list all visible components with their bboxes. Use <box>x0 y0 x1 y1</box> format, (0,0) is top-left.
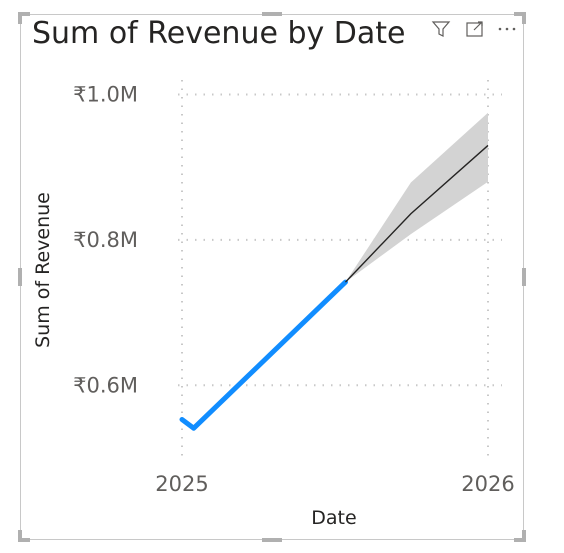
resize-handle-bottom[interactable] <box>262 538 282 542</box>
series-group <box>179 144 489 431</box>
resize-handle-right[interactable] <box>522 268 526 286</box>
y-axis-title: Sum of Revenue <box>32 192 54 348</box>
more-options-icon[interactable] <box>496 18 518 40</box>
y-axis-ticks: ₹0.6M ₹0.8M ₹1.0M <box>73 83 138 398</box>
resize-handle-top-right[interactable] <box>514 12 526 16</box>
y-tick-label: ₹1.0M <box>73 83 138 107</box>
y-tick-label: ₹0.6M <box>73 373 138 397</box>
forecast-band-group <box>345 112 488 283</box>
y-tick-label: ₹0.8M <box>73 228 138 252</box>
resize-handle-top[interactable] <box>262 12 282 16</box>
resize-handle-bottom-right[interactable] <box>514 538 526 542</box>
visual-header-icons <box>428 18 524 44</box>
gridlines <box>178 80 502 458</box>
forecast-confidence-band <box>345 112 488 283</box>
filter-icon[interactable] <box>430 18 452 40</box>
x-axis-title: Date <box>311 507 356 529</box>
series-line-revenue <box>179 279 348 431</box>
visual-container[interactable] <box>20 14 524 540</box>
focus-mode-icon[interactable] <box>464 18 486 40</box>
visual-title: Sum of Revenue by Date <box>32 16 406 51</box>
x-axis-ticks: 2025 2026 <box>155 472 514 496</box>
resize-handle-bottom-right-v[interactable] <box>522 530 526 542</box>
x-tick-label: 2026 <box>461 472 514 496</box>
resize-handle-top-left-v[interactable] <box>18 12 22 24</box>
x-tick-label: 2025 <box>155 472 208 496</box>
resize-handle-bottom-left[interactable] <box>18 538 30 542</box>
resize-handle-bottom-left-v[interactable] <box>18 530 22 542</box>
resize-handle-top-right-v[interactable] <box>522 12 526 24</box>
forecast-line <box>344 144 489 283</box>
resize-handle-top-left[interactable] <box>18 12 30 16</box>
resize-handle-left[interactable] <box>18 268 22 286</box>
